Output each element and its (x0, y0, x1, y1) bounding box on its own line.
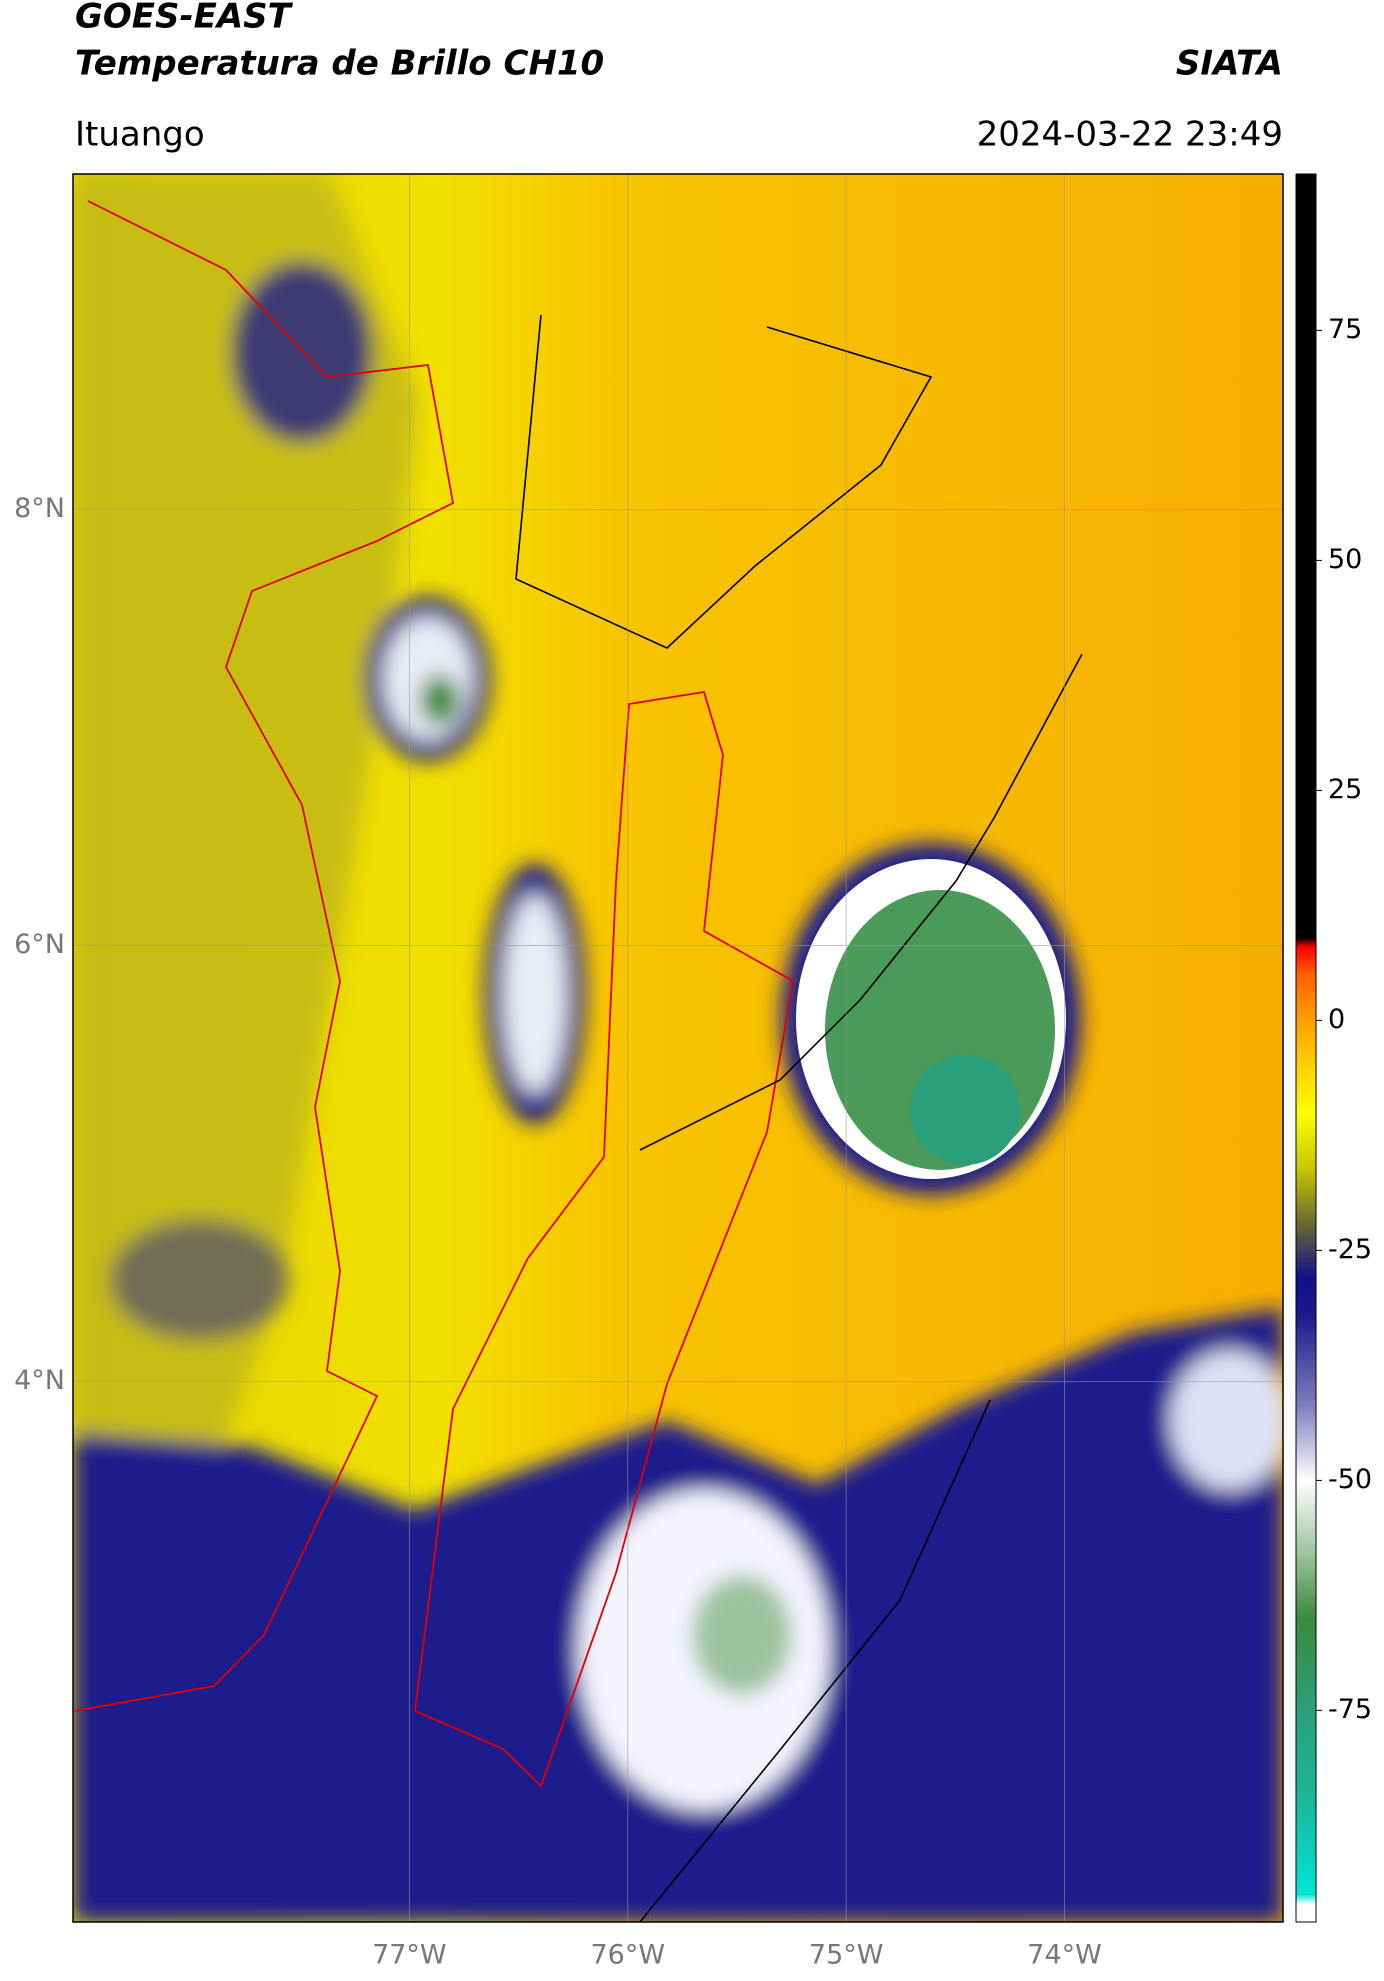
colorbar-segment (1296, 1894, 1316, 1905)
colorbar-segment (1296, 946, 1316, 975)
coastline (74, 200, 455, 1712)
colorbar-segment (1296, 1314, 1316, 1408)
cloud-field (110, 1220, 290, 1340)
cloud-field (1170, 1350, 1283, 1490)
colorbar-segment (1296, 1112, 1316, 1169)
border (639, 1399, 991, 1922)
location: Ituango (75, 115, 205, 155)
colorbar-segment (1296, 1278, 1316, 1316)
imagery (73, 174, 1283, 1922)
map-frame (72, 173, 1284, 1923)
border (515, 314, 933, 649)
border (639, 653, 1083, 1151)
y-tick-label: 4°N (14, 1365, 65, 1396)
storm (910, 1055, 1020, 1165)
colorbar-tick-label: -50 (1328, 1464, 1372, 1495)
colorbar-tick-label: 0 (1328, 1004, 1345, 1035)
colorbar-segment (1296, 1222, 1316, 1279)
colorbar-segment (1296, 1020, 1316, 1058)
colorbar-tick-label: 25 (1328, 774, 1362, 805)
colorbar-segment (1296, 1554, 1316, 1619)
colorbar-frame (1295, 173, 1317, 1923)
cloud-field (383, 617, 473, 741)
colorbar-segment (1296, 937, 1316, 948)
colorbar-segment (1296, 1802, 1316, 1895)
cloud-field (503, 894, 567, 1094)
cloud-field (232, 262, 372, 442)
colorbar-segment (1296, 1618, 1316, 1711)
x-tick-label: 74°W (1027, 1940, 1102, 1971)
y-tick-label: 6°N (14, 929, 65, 960)
y-tick-label: 8°N (14, 493, 65, 524)
colorbar-segment (1296, 1710, 1316, 1803)
colorbar-tick-label: -75 (1328, 1694, 1372, 1725)
datetime: 2024-03-22 23:49 (977, 115, 1283, 155)
cloud-field (420, 675, 460, 725)
colorbar-tick-label: 75 (1328, 314, 1362, 345)
title: GOES-EAST (75, 0, 294, 37)
cloud-field (692, 1575, 792, 1695)
colorbar-segment (1296, 1903, 1316, 1923)
colorbar-tick-label: 50 (1328, 544, 1362, 575)
colorbar-segment (1296, 1406, 1316, 1481)
subtitle: Temperatura de Brillo CH10 (75, 44, 604, 84)
x-tick-label: 77°W (372, 1940, 447, 1971)
x-tick-label: 75°W (809, 1940, 884, 1971)
colorbar-segment (1296, 1480, 1316, 1555)
colorbar-segment (1296, 1167, 1316, 1224)
colorbar-segment (1296, 174, 1316, 939)
colorbar-tick-label: -25 (1328, 1234, 1372, 1265)
colorbar-segment (1296, 1057, 1316, 1113)
x-tick-label: 76°W (590, 1940, 665, 1971)
region-border (414, 690, 794, 1788)
colorbar-segment (1296, 974, 1316, 1021)
source: SIATA (1176, 44, 1283, 84)
